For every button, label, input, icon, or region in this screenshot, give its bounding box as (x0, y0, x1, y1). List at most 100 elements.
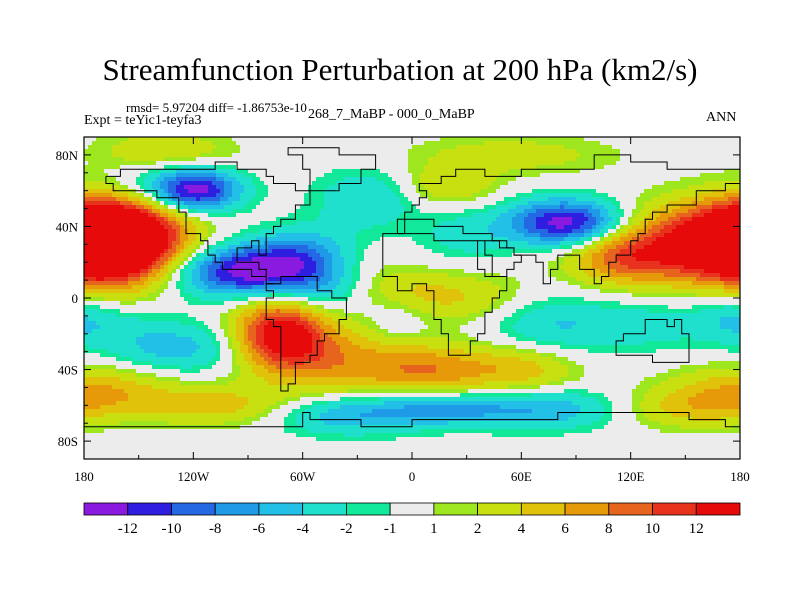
contour-cell (632, 217, 645, 222)
contour-cell (104, 413, 257, 418)
contour-cell (264, 337, 313, 342)
contour-cell (200, 269, 209, 274)
contour-cell (148, 265, 153, 270)
contour-cell (164, 165, 181, 170)
contour-cell (244, 337, 249, 342)
contour-cell (268, 413, 289, 418)
contour-cell (536, 349, 589, 354)
contour-cell (212, 329, 225, 334)
contour-cell (584, 241, 593, 246)
contour-cell (208, 245, 213, 250)
contour-cell (540, 233, 569, 238)
colorbar-swatch (258, 502, 304, 516)
contour-cell (420, 309, 481, 314)
contour-cell (116, 197, 129, 202)
contour-cell (252, 357, 265, 362)
contour-cell (516, 193, 533, 198)
contour-cell (156, 273, 165, 278)
contour-cell (184, 185, 209, 190)
contour-cell (84, 441, 740, 446)
contour-cell (468, 321, 501, 326)
contour-cell (188, 229, 197, 234)
contour-cell (168, 285, 177, 290)
contour-cell (500, 329, 517, 334)
contour-cell (84, 213, 149, 218)
contour-cell (600, 233, 605, 238)
contour-cell (428, 161, 565, 166)
colorbar-label: -1 (384, 521, 397, 537)
contour-cell (536, 337, 681, 342)
contour-cell (156, 161, 409, 166)
contour-cell (200, 137, 233, 142)
contour-cell (552, 357, 569, 362)
contour-cell (568, 357, 740, 362)
contour-cell (244, 329, 249, 334)
y-tick-label: 80S (58, 434, 78, 449)
contour-cell (660, 405, 693, 410)
contour-cell (220, 353, 233, 358)
contour-cell (232, 201, 249, 206)
contour-cell (132, 357, 213, 362)
contour-cell (240, 341, 245, 346)
contour-cell (428, 157, 577, 162)
contour-cell (200, 345, 217, 350)
contour-cell (648, 417, 693, 422)
contour-cell (140, 345, 201, 350)
contour-cell (644, 377, 669, 382)
contour-cell (580, 261, 593, 266)
contour-cell (612, 233, 621, 238)
contour-cell (408, 153, 437, 158)
contour-cell (132, 361, 153, 366)
contour-cell (168, 197, 173, 202)
contour-cell (660, 221, 673, 226)
contour-cell (560, 241, 577, 246)
contour-cell (664, 233, 740, 238)
contour-cell (252, 197, 265, 202)
contour-cell (536, 361, 561, 366)
contour-cell (244, 249, 273, 254)
colorbar-swatch (520, 502, 566, 516)
contour-cell (572, 401, 601, 406)
contour-cell (376, 377, 461, 382)
contour-cell (624, 225, 633, 230)
contour-cell (168, 185, 177, 190)
contour-cell (264, 241, 317, 246)
contour-cell (308, 301, 373, 306)
contour-cell (208, 189, 221, 194)
contour-cell (332, 273, 345, 278)
contour-cell (364, 253, 445, 258)
contour-cell (352, 281, 357, 286)
contour-cell (188, 257, 193, 262)
contour-cell (344, 269, 353, 274)
contour-cell (528, 229, 549, 234)
contour-cell (220, 197, 229, 202)
contour-cell (256, 325, 265, 330)
contour-cell (504, 197, 521, 202)
contour-cell (84, 209, 141, 214)
contour-cell (708, 361, 740, 366)
contour-cell (640, 401, 661, 406)
contour-cell (688, 209, 701, 214)
contour-cell (204, 261, 213, 266)
contour-cell (576, 361, 709, 366)
contour-cell (568, 273, 589, 278)
contour-cell (420, 177, 497, 182)
x-tick-label: 120W (177, 469, 210, 484)
contour-cell (120, 301, 137, 306)
contour-cell (296, 249, 317, 254)
contour-cell (112, 149, 213, 154)
contour-cell (528, 241, 561, 246)
contour-cell (308, 281, 329, 286)
contour-cell (196, 229, 209, 234)
contour-cell (328, 401, 385, 406)
contour-cell (244, 325, 249, 330)
contour-cell (304, 265, 317, 270)
contour-cell (360, 345, 429, 350)
contour-cell (324, 173, 389, 178)
contour-cell (84, 421, 121, 426)
contour-cell (468, 389, 565, 394)
contour-cell (156, 297, 185, 302)
contour-cell (400, 185, 417, 190)
contour-cell (588, 217, 597, 222)
contour-cell (344, 325, 369, 330)
